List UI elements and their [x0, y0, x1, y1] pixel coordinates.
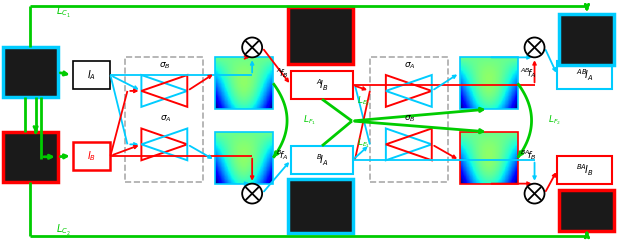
- Text: $^{BA}\!I_B$: $^{BA}\!I_B$: [576, 162, 593, 178]
- Bar: [215, 132, 273, 184]
- Text: $^B\!f_A$: $^B\!f_A$: [276, 148, 289, 162]
- Text: $I_B$: $I_B$: [87, 149, 96, 163]
- Bar: [215, 57, 273, 109]
- Text: $^B\!I_A$: $^B\!I_A$: [316, 152, 328, 167]
- Circle shape: [525, 184, 545, 204]
- Bar: [3, 132, 58, 182]
- Bar: [557, 156, 612, 184]
- Circle shape: [242, 184, 262, 204]
- Text: $L_{F_2}$: $L_{F_2}$: [547, 114, 561, 127]
- Text: $\sigma_B$: $\sigma_B$: [159, 60, 171, 71]
- Bar: [460, 57, 518, 109]
- Text: $I_A$: $I_A$: [87, 68, 96, 82]
- Text: $^{AB}\!f_A$: $^{AB}\!f_A$: [520, 66, 536, 80]
- Text: $L_{F_1}$: $L_{F_1}$: [303, 114, 316, 127]
- Text: $L_{C_1}$: $L_{C_1}$: [56, 5, 70, 20]
- Text: $\sigma_B$: $\sigma_B$: [404, 114, 415, 124]
- Bar: [460, 132, 518, 184]
- Bar: [559, 189, 614, 231]
- Text: $^{BA}\!f_B$: $^{BA}\!f_B$: [520, 148, 536, 162]
- Text: $^A\!f_B$: $^A\!f_B$: [276, 66, 289, 80]
- Text: $\sigma_A$: $\sigma_A$: [404, 60, 415, 71]
- Bar: [288, 179, 353, 233]
- Bar: [72, 142, 111, 170]
- Circle shape: [525, 38, 545, 57]
- Bar: [72, 61, 111, 89]
- Bar: [370, 57, 448, 182]
- Bar: [291, 146, 353, 174]
- Text: $L_{E_1}$: $L_{E_1}$: [357, 137, 371, 151]
- Text: $^{AB}\!I_A$: $^{AB}\!I_A$: [576, 68, 594, 83]
- Text: $^A\!I_B$: $^A\!I_B$: [316, 77, 328, 93]
- Circle shape: [242, 38, 262, 57]
- Text: $\sigma_A$: $\sigma_A$: [159, 114, 171, 124]
- Text: $L_{C_2}$: $L_{C_2}$: [56, 223, 70, 238]
- Bar: [559, 14, 614, 65]
- Bar: [288, 7, 353, 64]
- Text: $L_{E_2}$: $L_{E_2}$: [357, 94, 371, 108]
- Bar: [291, 71, 353, 99]
- Bar: [125, 57, 204, 182]
- Bar: [3, 47, 58, 97]
- Bar: [557, 61, 612, 89]
